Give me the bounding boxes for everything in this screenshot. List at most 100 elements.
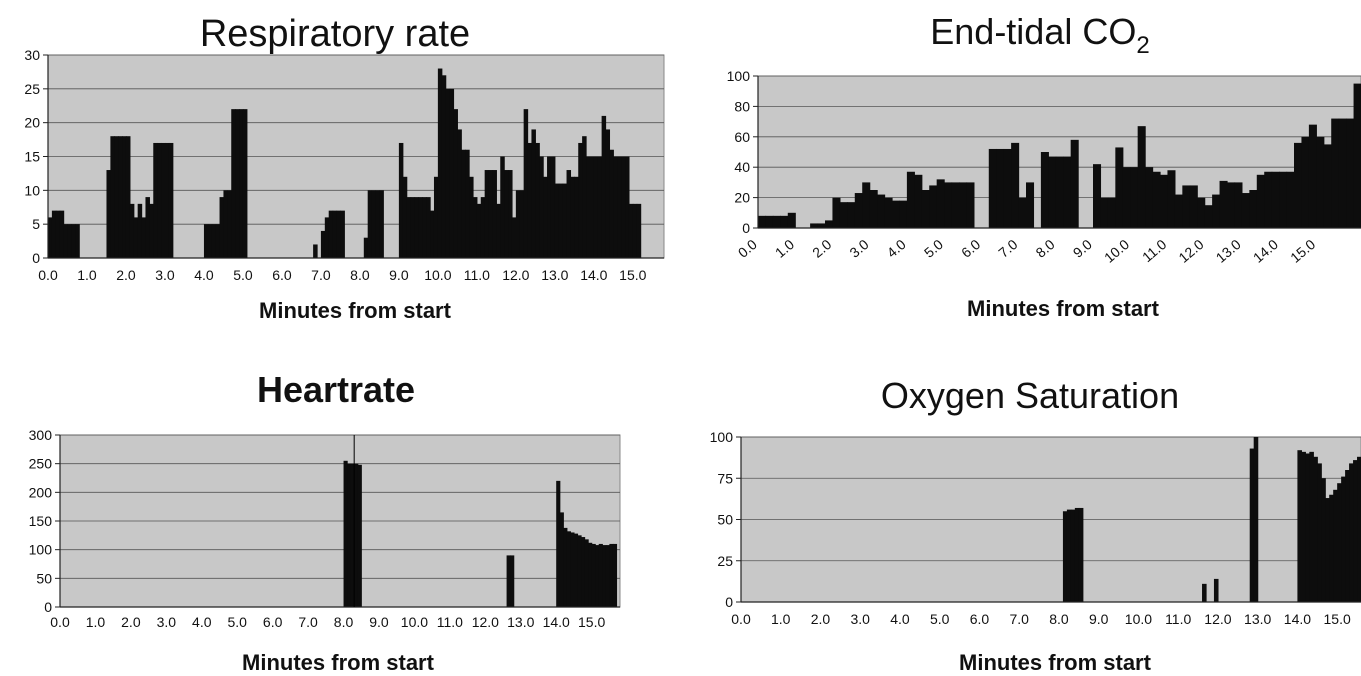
bar xyxy=(129,203,135,258)
bar xyxy=(1115,147,1124,228)
x-tick-label: 2.0 xyxy=(121,614,141,630)
x-tick-label: 13.0 xyxy=(541,267,568,283)
x-tick-label: 11.0 xyxy=(464,267,490,283)
bar xyxy=(379,190,384,258)
bar xyxy=(110,136,115,258)
bar xyxy=(313,244,318,258)
bar xyxy=(164,142,170,258)
bar xyxy=(597,156,603,258)
bar xyxy=(563,527,568,607)
bar xyxy=(1018,197,1027,228)
bar xyxy=(51,210,57,258)
x-tick-label: 14.0 xyxy=(580,267,607,283)
bar xyxy=(1286,171,1295,228)
bar xyxy=(1345,470,1350,602)
bar xyxy=(550,156,556,258)
x-tick-label: 9.0 xyxy=(1089,611,1109,627)
bar xyxy=(1182,185,1191,228)
bar xyxy=(966,182,975,228)
bar xyxy=(1063,156,1072,228)
bar xyxy=(1202,583,1207,602)
bar xyxy=(71,224,76,258)
bar xyxy=(531,129,536,258)
x-tick-label: 0.0 xyxy=(50,614,70,630)
bar xyxy=(884,197,893,228)
bar xyxy=(1346,118,1355,228)
bar xyxy=(929,185,938,228)
bar xyxy=(122,136,127,258)
bar xyxy=(242,109,248,258)
x-tick-label: 4.0 xyxy=(192,614,212,630)
x-tick-label: 7.0 xyxy=(311,267,331,283)
y-tick-label: 15 xyxy=(24,149,40,165)
x-tick-label: 8.0 xyxy=(350,267,370,283)
x-tick-label: 5.0 xyxy=(233,267,253,283)
bar xyxy=(892,200,901,228)
chart-oxygen-saturation: Oxygen Saturation Minutes from start 0 25… xyxy=(710,375,1361,675)
x-tick-label: 13.0 xyxy=(507,614,534,630)
bar xyxy=(1145,167,1154,228)
bar xyxy=(1137,126,1146,228)
bar xyxy=(862,182,871,228)
bar xyxy=(398,142,404,258)
bar xyxy=(847,202,856,228)
bar xyxy=(1122,167,1131,228)
x-tick-label: 6.0 xyxy=(958,236,983,261)
bar xyxy=(484,170,490,258)
bar xyxy=(472,197,478,258)
y-tick-label: 80 xyxy=(734,98,750,114)
bar xyxy=(1070,509,1076,602)
bar xyxy=(203,224,209,258)
x-tick-label: 7.0 xyxy=(1009,611,1029,627)
x-tick-label: 3.0 xyxy=(155,267,175,283)
bar xyxy=(523,109,529,258)
chart-respiratory-rate: Respiratory rate Minutes from start 0 5 10… xyxy=(24,13,665,323)
bar xyxy=(332,210,338,258)
y-tick-label: 0 xyxy=(44,599,52,615)
bar xyxy=(515,190,521,258)
bar xyxy=(591,543,596,607)
bar xyxy=(1301,451,1306,602)
bar xyxy=(433,176,439,258)
bar xyxy=(621,156,626,258)
x-tick-label: 15.0 xyxy=(1324,611,1351,627)
x-tick-label: 2.0 xyxy=(116,267,136,283)
bar xyxy=(632,203,638,258)
bar xyxy=(1219,180,1228,228)
x-tick-label: 9.0 xyxy=(389,267,409,283)
bar xyxy=(1331,118,1340,228)
bar xyxy=(574,176,579,258)
bar xyxy=(598,543,603,607)
bar xyxy=(410,197,416,258)
y-tick-label: 100 xyxy=(29,542,53,558)
bar xyxy=(1040,152,1049,228)
bar xyxy=(602,545,607,607)
x-axis-label: Minutes from start xyxy=(259,298,452,323)
bar xyxy=(944,182,953,228)
bar xyxy=(1337,483,1342,602)
bar xyxy=(1130,167,1139,228)
bar xyxy=(1227,182,1236,228)
bar xyxy=(153,142,158,258)
x-tick-label: 12.0 xyxy=(1175,236,1206,266)
bar xyxy=(1308,124,1317,228)
x-tick-label: 14.0 xyxy=(1250,236,1281,266)
bar xyxy=(593,156,599,258)
bar xyxy=(363,237,369,258)
bar xyxy=(168,142,174,258)
bar xyxy=(988,148,997,228)
bar xyxy=(617,156,622,258)
bar xyxy=(354,463,359,607)
bar xyxy=(430,210,435,258)
bar xyxy=(1107,197,1116,228)
y-tick-label: 150 xyxy=(29,513,53,529)
bar xyxy=(145,197,150,258)
bar xyxy=(825,220,834,228)
bar xyxy=(161,142,166,258)
y-tick-label: 250 xyxy=(29,456,53,472)
x-tick-label: 0.0 xyxy=(731,611,751,627)
bar xyxy=(772,215,781,228)
bar xyxy=(1353,83,1361,228)
x-axis-label: Minutes from start xyxy=(967,296,1160,321)
x-tick-label: 10.0 xyxy=(401,614,428,630)
